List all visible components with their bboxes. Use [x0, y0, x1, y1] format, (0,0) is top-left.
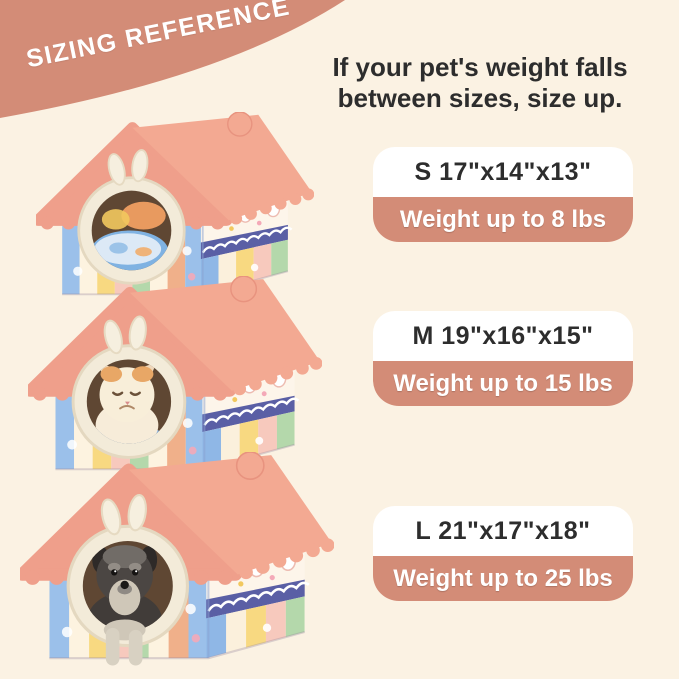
pet-house-photo-large	[20, 452, 334, 677]
pet-house-photo-medium	[28, 276, 322, 487]
size-dimensions-l: L 21"x17"x18"	[373, 506, 633, 556]
size-card-l: L 21"x17"x18" Weight up to 25 lbs	[373, 506, 633, 601]
size-dimensions-m: M 19"x16"x15"	[373, 311, 633, 361]
header-line2: between sizes, size up.	[337, 83, 623, 113]
weight-badge-l: Weight up to 25 lbs	[373, 556, 633, 601]
weight-badge-m: Weight up to 15 lbs	[373, 361, 633, 406]
header-note: If your pet's weight falls between sizes…	[288, 52, 672, 114]
size-card-s: S 17"x14"x13" Weight up to 8 lbs	[373, 147, 633, 242]
weight-badge-s: Weight up to 8 lbs	[373, 197, 633, 242]
dog-paws	[103, 619, 146, 666]
pet-house-photo-small	[36, 112, 314, 311]
cat	[87, 362, 167, 444]
size-card-m: M 19"x16"x15" Weight up to 15 lbs	[373, 311, 633, 406]
size-dimensions-s: S 17"x14"x13"	[373, 147, 633, 197]
banner-ribbon	[0, 0, 345, 118]
header-line1: If your pet's weight falls	[332, 52, 628, 82]
cushion	[91, 201, 169, 271]
